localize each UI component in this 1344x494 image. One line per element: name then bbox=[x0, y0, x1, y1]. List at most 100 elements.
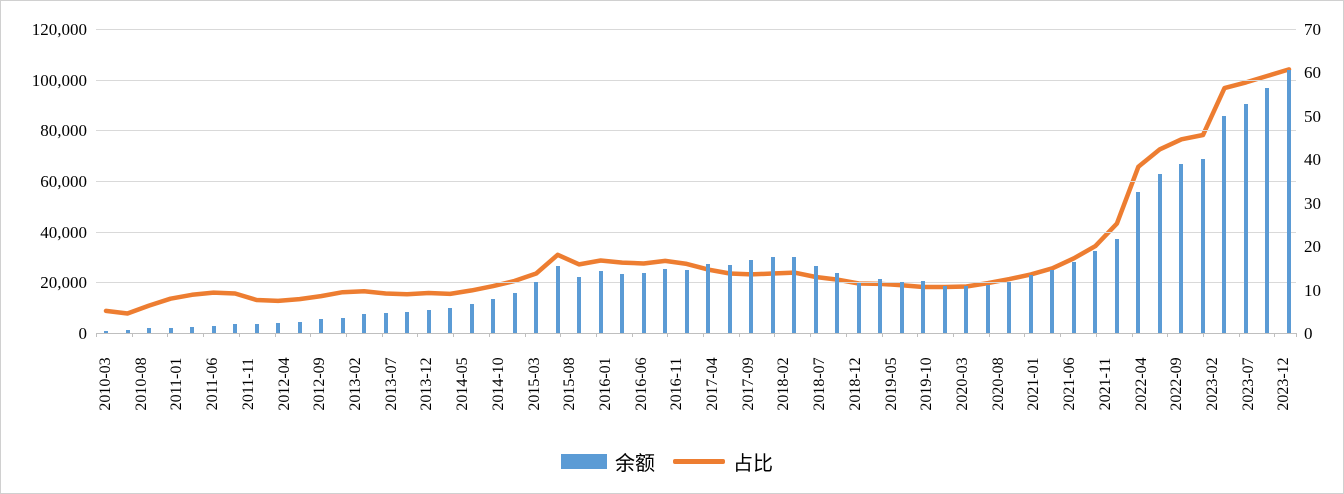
bar bbox=[856, 282, 861, 333]
x-axis-label: 2016-06 bbox=[632, 357, 650, 411]
bar bbox=[383, 313, 388, 333]
bar bbox=[491, 299, 496, 333]
gridline bbox=[96, 79, 1296, 81]
bar bbox=[211, 325, 216, 333]
x-axis-label: 2013-12 bbox=[418, 357, 436, 411]
gridline bbox=[96, 181, 1296, 182]
x-axis-tick bbox=[1131, 333, 1133, 337]
bar bbox=[147, 328, 152, 333]
y-axis-right-tick-label: 50 bbox=[1304, 106, 1321, 126]
y-axis-right-tick-label: 30 bbox=[1304, 193, 1321, 213]
bar bbox=[1222, 116, 1227, 333]
y-axis-left-tick-label: 120,000 bbox=[31, 20, 87, 39]
x-axis-tick bbox=[1024, 333, 1026, 337]
x-axis-tick bbox=[131, 333, 133, 337]
bar bbox=[985, 285, 990, 333]
bar bbox=[1265, 87, 1270, 333]
x-axis-label: 2012-09 bbox=[311, 357, 329, 411]
x-axis-tick bbox=[345, 333, 347, 337]
bar bbox=[792, 257, 797, 333]
x-axis-label: 2012-04 bbox=[275, 357, 293, 411]
x-axis-tick bbox=[845, 333, 847, 337]
x-axis-tick bbox=[381, 333, 383, 337]
x-axis-label: 2017-04 bbox=[704, 357, 722, 411]
bar bbox=[878, 279, 883, 333]
y-axis-right-tick-label: 60 bbox=[1304, 63, 1321, 83]
bar bbox=[319, 319, 324, 333]
x-axis-label: 2021-11 bbox=[1096, 357, 1114, 411]
gridline bbox=[96, 282, 1296, 284]
x-axis-label: 2016-01 bbox=[596, 357, 614, 411]
x-axis-tick bbox=[274, 333, 276, 337]
bar bbox=[706, 263, 711, 333]
x-axis-label: 2010-08 bbox=[132, 357, 150, 411]
x-axis-tick bbox=[703, 333, 705, 337]
x-axis-label: 2023-12 bbox=[1275, 357, 1293, 411]
x-axis-label: 2021-06 bbox=[1061, 357, 1079, 411]
balance-legend-swatch bbox=[561, 454, 607, 469]
y-axis-right-tick-label: 10 bbox=[1304, 280, 1321, 300]
x-axis-tick bbox=[1238, 333, 1240, 337]
x-axis-tick bbox=[560, 333, 562, 337]
bar bbox=[1136, 192, 1141, 333]
x-axis-tick bbox=[667, 333, 669, 337]
x-axis-tick bbox=[238, 333, 240, 337]
bar bbox=[577, 276, 582, 333]
y-axis-left-tick-label: 0 bbox=[78, 324, 88, 343]
x-axis-label: 2018-02 bbox=[775, 357, 793, 411]
balance-legend-label: 余额 bbox=[615, 453, 655, 475]
x-axis-label: 2011-01 bbox=[168, 357, 186, 411]
x-axis-tick bbox=[881, 333, 883, 337]
x-axis-tick bbox=[203, 333, 205, 337]
x-axis-label: 2011-06 bbox=[204, 357, 222, 411]
bar bbox=[125, 330, 130, 333]
x-axis-tick bbox=[1095, 333, 1097, 337]
plot-area bbox=[96, 29, 1296, 333]
bar bbox=[1179, 163, 1184, 333]
x-axis-tick bbox=[524, 333, 526, 337]
bar bbox=[942, 285, 947, 333]
x-axis-label: 2022-04 bbox=[1132, 357, 1150, 411]
bar bbox=[104, 330, 108, 333]
bar bbox=[1157, 174, 1162, 333]
x-axis-label: 2023-02 bbox=[1203, 357, 1221, 411]
x-axis-label: 2016-11 bbox=[668, 357, 686, 411]
x-axis-label: 2020-08 bbox=[989, 357, 1007, 411]
x-axis-label: 2018-07 bbox=[811, 357, 829, 411]
y-axis-right-tick-label: 40 bbox=[1304, 150, 1321, 170]
bar bbox=[512, 293, 517, 333]
x-axis-tick bbox=[310, 333, 312, 337]
x-axis-tick bbox=[167, 333, 169, 337]
x-axis-tick bbox=[488, 333, 490, 337]
bar bbox=[405, 312, 410, 333]
bar bbox=[1114, 238, 1119, 333]
x-axis-label: 2014-10 bbox=[489, 357, 507, 411]
x-axis-label: 2015-03 bbox=[525, 357, 543, 411]
x-axis-label: 2021-01 bbox=[1025, 357, 1043, 411]
x-axis-tick bbox=[1167, 333, 1169, 337]
x-axis-label: 2018-12 bbox=[846, 357, 864, 411]
chart-legend: 余额 占比 bbox=[1, 447, 1343, 476]
y-axis-right-tick-label: 0 bbox=[1304, 324, 1313, 343]
gridline bbox=[96, 231, 1296, 233]
x-axis-tick bbox=[631, 333, 633, 337]
x-axis-line bbox=[96, 333, 1296, 334]
bar bbox=[813, 265, 818, 333]
bar bbox=[684, 269, 689, 333]
x-axis-label: 2014-05 bbox=[454, 357, 472, 411]
ratio-legend-line bbox=[673, 459, 725, 464]
bar bbox=[297, 321, 302, 333]
x-axis-tick bbox=[1296, 333, 1297, 337]
x-axis-tick bbox=[453, 333, 455, 337]
bar bbox=[190, 326, 195, 333]
bar bbox=[835, 272, 840, 333]
x-axis-tick bbox=[1274, 333, 1276, 337]
x-axis-label: 2011-11 bbox=[239, 357, 257, 411]
bar bbox=[340, 317, 345, 333]
bar bbox=[598, 271, 603, 333]
bar bbox=[1287, 69, 1291, 333]
x-axis-tick bbox=[810, 333, 812, 337]
y-axis-left-tick-label: 40,000 bbox=[40, 222, 87, 242]
bar bbox=[1050, 269, 1055, 333]
